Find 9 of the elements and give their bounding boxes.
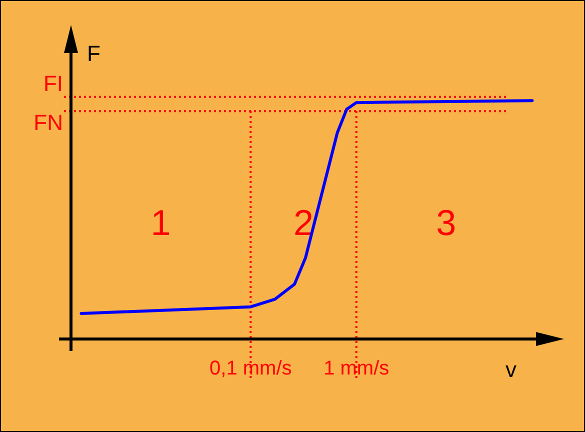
- ref-line-label: FI: [43, 70, 63, 96]
- x-tick-label: 1 mm/s: [324, 358, 390, 380]
- x-tick-label: 0,1 mm/s: [210, 358, 292, 380]
- y-axis-title: F: [87, 41, 100, 66]
- annotation: 3: [436, 202, 456, 243]
- x-axis-title: v: [506, 357, 516, 382]
- annotation: 1: [150, 202, 171, 243]
- ref-line-label: FN: [34, 110, 63, 136]
- annotation: 2: [293, 202, 314, 243]
